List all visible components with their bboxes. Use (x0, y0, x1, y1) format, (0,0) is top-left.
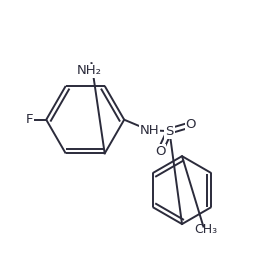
Text: NH₂: NH₂ (76, 64, 101, 77)
Text: NH: NH (140, 124, 159, 137)
Text: CH₃: CH₃ (194, 223, 217, 236)
Text: S: S (165, 124, 174, 137)
Text: F: F (26, 113, 33, 126)
Text: O: O (155, 145, 165, 158)
Text: O: O (186, 118, 196, 131)
